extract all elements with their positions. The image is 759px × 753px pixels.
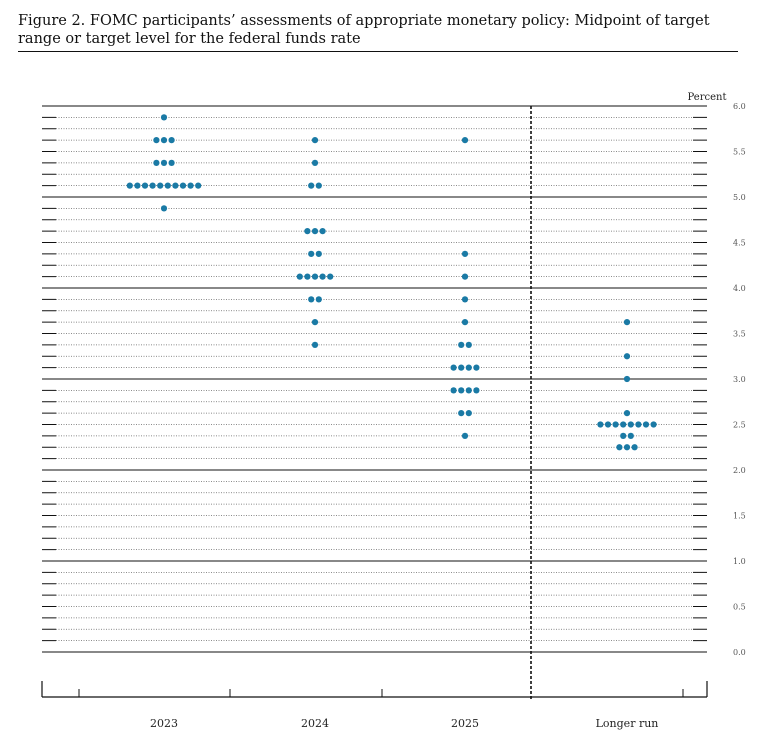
dot-longer-run — [620, 421, 627, 428]
dot-2025 — [473, 364, 480, 371]
dot-2023 — [187, 182, 194, 189]
dot-2024 — [319, 228, 326, 235]
dot-2025 — [461, 273, 469, 280]
y-tick-label: 5.5 — [733, 148, 746, 157]
y-tick-label: 4.0 — [733, 284, 746, 293]
dot-2024 — [304, 273, 311, 280]
x-tick-label: 2023 — [150, 717, 178, 730]
dot-2025 — [450, 387, 457, 394]
dot-2024 — [311, 341, 319, 348]
grid-layer — [42, 105, 707, 653]
y-tick-label: 5.0 — [733, 193, 746, 202]
dot-2025 — [458, 387, 465, 394]
dot-2025 — [458, 410, 465, 417]
dot-2024 — [315, 250, 322, 257]
dot-2024 — [311, 228, 319, 235]
dot-2024 — [311, 137, 319, 144]
y-tick-label: 3.0 — [733, 375, 746, 384]
dot-2024 — [311, 159, 319, 166]
y-tick-labels: 6.0 5.5 5.0 4.5 4.0 3.5 3.0 2.5 2.0 1.5 1.0 0.5 0.0 — [733, 102, 746, 657]
y-tick-label: 1.5 — [733, 512, 746, 521]
dot-longer-run — [623, 319, 631, 326]
title-rule — [18, 51, 738, 52]
dot-2024 — [308, 182, 315, 189]
dot-longer-run — [635, 421, 642, 428]
dot-2025 — [461, 432, 469, 439]
y-tick-label: 4.5 — [733, 239, 746, 248]
x-tick-label: 2024 — [301, 717, 329, 730]
dot-2023 — [153, 137, 160, 144]
dot-2024 — [308, 250, 315, 257]
x-tick-label: 2025 — [451, 717, 479, 730]
y-tick-label: 2.0 — [733, 466, 746, 475]
dot-longer-run — [631, 444, 638, 451]
dot-2024 — [315, 296, 322, 303]
dot-longer-run — [623, 353, 631, 360]
dot-2023 — [160, 205, 168, 212]
dot-2025 — [465, 387, 472, 394]
dot-2023 — [164, 182, 171, 189]
dot-2023 — [134, 182, 141, 189]
dot-2023 — [168, 159, 175, 166]
dot-2023 — [160, 137, 168, 144]
dot-2025 — [458, 341, 465, 348]
dot-2025 — [473, 387, 480, 394]
dot-2025 — [465, 341, 472, 348]
dot-2023 — [126, 182, 133, 189]
dot-2024 — [308, 296, 315, 303]
dot-2023 — [149, 182, 156, 189]
dot-longer-run — [612, 421, 619, 428]
dot-2024 — [315, 182, 322, 189]
y-tick-label: 0.0 — [733, 648, 746, 657]
dot-2025 — [450, 364, 457, 371]
dot-2024 — [327, 273, 334, 280]
dot-2025 — [458, 364, 465, 371]
dot-2023 — [160, 159, 168, 166]
dot-longer-run — [642, 421, 650, 428]
dot-2023 — [179, 182, 187, 189]
dot-2024 — [319, 273, 326, 280]
dot-2023 — [153, 159, 160, 166]
dot-2024 — [296, 273, 303, 280]
dot-2023 — [195, 182, 202, 189]
dot-layer — [126, 114, 657, 451]
dot-2025 — [465, 410, 472, 417]
dot-2023 — [172, 182, 179, 189]
dot-2024 — [304, 228, 311, 235]
x-axis: 2023 2024 2025 Longer run — [41, 681, 708, 730]
y-tick-label: 0.5 — [733, 603, 746, 612]
dot-longer-run — [597, 421, 604, 428]
dot-2023 — [168, 137, 175, 144]
dot-2025 — [461, 319, 469, 326]
dot-2023 — [141, 182, 149, 189]
dot-2025 — [461, 296, 469, 303]
y-tick-label: 1.0 — [733, 557, 746, 566]
dot-2025 — [461, 137, 469, 144]
y-tick-label: 3.5 — [733, 330, 746, 339]
y-tick-label: 2.5 — [733, 421, 746, 430]
dot-2025 — [461, 250, 469, 257]
dot-2023 — [160, 114, 168, 121]
dot-2025 — [465, 364, 472, 371]
dot-2024 — [311, 273, 319, 280]
dot-longer-run — [623, 444, 631, 451]
dot-longer-run — [650, 421, 657, 428]
dot-longer-run — [627, 432, 634, 439]
figure-title: Figure 2. FOMC participants’ assessments… — [18, 13, 710, 47]
y-tick-label: 6.0 — [733, 102, 746, 111]
dot-longer-run — [616, 444, 623, 451]
dot-longer-run — [620, 432, 627, 439]
dot-2023 — [157, 182, 164, 189]
dot-longer-run — [623, 375, 631, 383]
dot-longer-run — [623, 410, 631, 417]
dot-longer-run — [604, 421, 612, 428]
dot-2024 — [311, 319, 319, 326]
x-tick-label: Longer run — [596, 717, 659, 730]
y-axis-label: Percent — [688, 92, 727, 103]
dot-longer-run — [627, 421, 634, 428]
